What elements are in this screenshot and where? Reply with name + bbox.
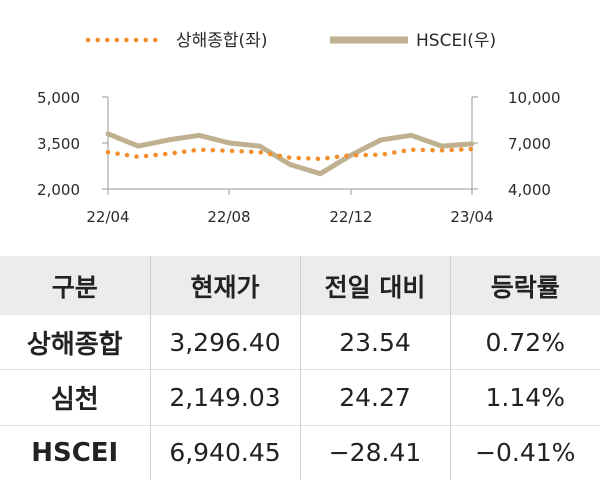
index-quote-table: 구분 현재가 전일 대비 등락률 상해종합 3,296.40 23.54 0.7…	[0, 256, 600, 480]
right-tick-label: 4,000	[508, 181, 551, 199]
x-tick-label: 23/04	[450, 208, 493, 226]
header-category: 구분	[0, 256, 151, 315]
header-change-rate: 등락률	[450, 256, 600, 315]
right-tick-label: 10,000	[508, 89, 561, 107]
row-change: 24.27	[300, 369, 451, 426]
row-name: 상해종합	[0, 315, 151, 370]
left-tick-label: 3,500	[37, 135, 80, 153]
row-name: HSCEI	[0, 424, 151, 480]
right-tick-label: 7,000	[508, 135, 551, 153]
series-layer	[105, 131, 475, 177]
legend-label-hscei: HSCEI(우)	[416, 31, 496, 51]
x-tick-label: 22/04	[86, 208, 129, 226]
row-change: −28.41	[300, 424, 451, 480]
left-tick-label: 2,000	[37, 181, 80, 199]
left-tick-label: 5,000	[37, 89, 80, 107]
x-tick-label: 22/08	[207, 208, 250, 226]
row-current-price: 3,296.40	[150, 315, 301, 370]
series-line-hscei	[105, 131, 475, 177]
axes	[102, 96, 478, 195]
row-change-rate: 0.72%	[485, 327, 565, 357]
legend: 상해종합(좌) HSCEI(우)	[85, 31, 496, 51]
table-header-row: 구분 현재가 전일 대비 등락률	[0, 256, 600, 315]
row-current-price: 2,149.03	[150, 369, 301, 426]
row-change: 23.54	[300, 315, 451, 370]
left-tick-labels: 5,000 3,500 2,000	[37, 89, 80, 199]
row-change-rate: 1.14%	[450, 369, 600, 426]
right-tick-labels: 10,000 7,000 4,000	[508, 89, 561, 199]
header-current-price: 현재가	[150, 256, 301, 315]
header-change: 전일 대비	[300, 256, 451, 315]
table-row: HSCEI 6,940.45 −28.41 −0.41%	[0, 424, 600, 480]
table-row: 심천 2,149.03 24.27 1.14%	[0, 369, 600, 426]
row-name: 심천	[0, 369, 151, 426]
legend-label-shanghai: 상해종합(좌)	[176, 31, 267, 51]
x-tick-labels: 22/04 22/08 22/12 23/04	[86, 208, 493, 226]
table-row: 상해종합 3,296.40 23.54 0.72%	[0, 315, 600, 370]
series-line-shanghai	[105, 146, 475, 162]
row-change-rate: −0.41%	[450, 424, 600, 480]
row-current-price: 6,940.45	[150, 424, 301, 480]
index-chart: 상해종합(좌) HSCEI(우) 5,000 3,500 2,000 10,00…	[37, 31, 561, 226]
x-tick-label: 22/12	[329, 208, 372, 226]
